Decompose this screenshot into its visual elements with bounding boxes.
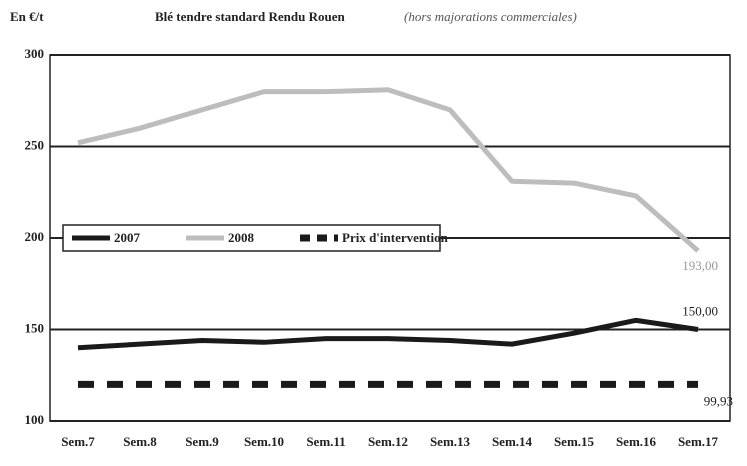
annotation: 99,93 (704, 393, 733, 408)
chart-title: Blé tendre standard Rendu Rouen (155, 9, 346, 24)
series-line (77, 87, 700, 253)
x-tick-label: Sem.15 (554, 434, 595, 449)
x-tick-label: Sem.16 (616, 434, 657, 449)
x-tick-label: Sem.12 (368, 434, 408, 449)
chart-subtitle: (hors majorations commerciales) (404, 9, 577, 24)
y-tick-label: 200 (25, 229, 45, 244)
legend-label: 2007 (114, 230, 141, 245)
x-tick-label: Sem.17 (678, 434, 719, 449)
legend-label: 2008 (228, 230, 255, 245)
x-tick-label: Sem.7 (61, 434, 95, 449)
y-tick-label: 250 (25, 137, 45, 152)
x-tick-label: Sem.11 (306, 434, 345, 449)
value-label: 193,00 (682, 258, 718, 273)
x-tick-label: Sem.14 (492, 434, 533, 449)
y-tick-label: 150 (25, 320, 45, 335)
x-tick-label: Sem.10 (244, 434, 284, 449)
series-line (77, 317, 699, 351)
x-tick-label: Sem.13 (430, 434, 471, 449)
legend-label: Prix d'intervention (342, 230, 449, 245)
legend-box (62, 224, 441, 252)
y-axis-label: En €/t (10, 9, 44, 24)
y-tick-label: 100 (25, 412, 45, 427)
y-tick-label: 300 (25, 46, 45, 61)
value-label: 150,00 (682, 303, 718, 318)
x-tick-label: Sem.9 (185, 434, 219, 449)
x-tick-label: Sem.8 (123, 434, 157, 449)
